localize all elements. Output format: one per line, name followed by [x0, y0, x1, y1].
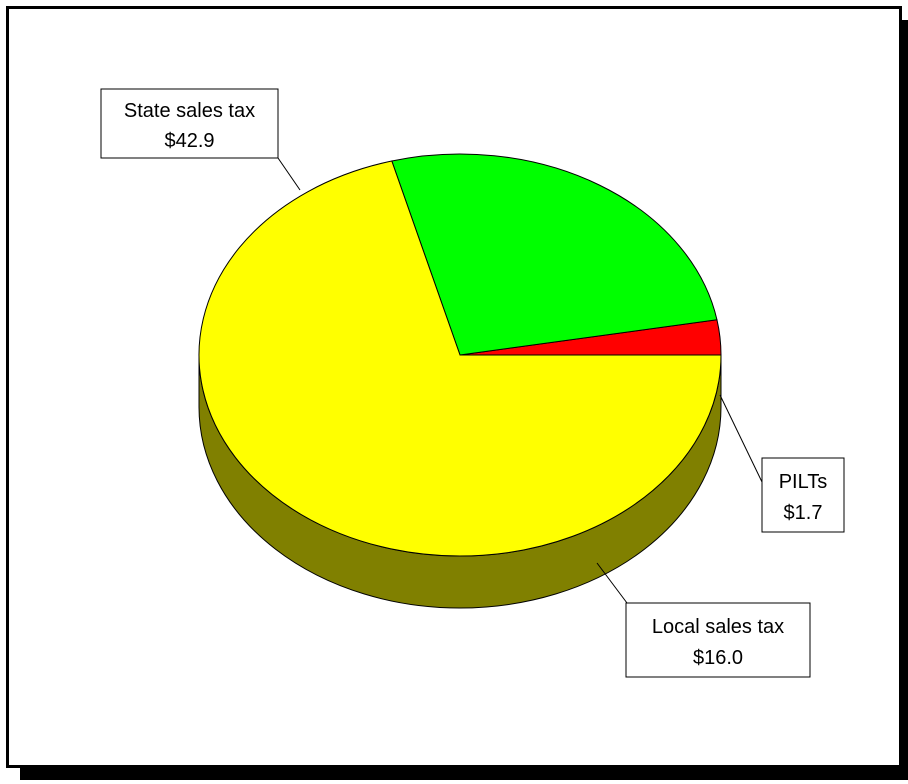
- data-label-pilts-value: $1.7: [784, 502, 823, 524]
- pie-slice-local: [391, 153, 718, 356]
- leader-line-pilts: [719, 394, 763, 483]
- data-label-local-value: $16.0: [693, 647, 743, 669]
- leader-line-local: [596, 562, 631, 608]
- data-label-local-name: Local sales tax: [652, 616, 784, 638]
- frame-shadow: [20, 768, 908, 780]
- data-label-pilts-name: PILTs: [779, 471, 828, 493]
- leader-line-state: [277, 157, 301, 191]
- data-label-state-name: State sales tax: [124, 100, 255, 122]
- pie-slice-state: [198, 160, 722, 557]
- data-label-state-value: $42.9: [164, 130, 214, 152]
- data-label-pilts: PILTs $1.7: [761, 457, 845, 533]
- data-label-local: Local sales tax $16.0: [625, 602, 811, 678]
- frame-shadow-right: [902, 20, 908, 780]
- data-label-state: State sales tax $42.9: [100, 88, 279, 159]
- pie-top: [198, 153, 722, 557]
